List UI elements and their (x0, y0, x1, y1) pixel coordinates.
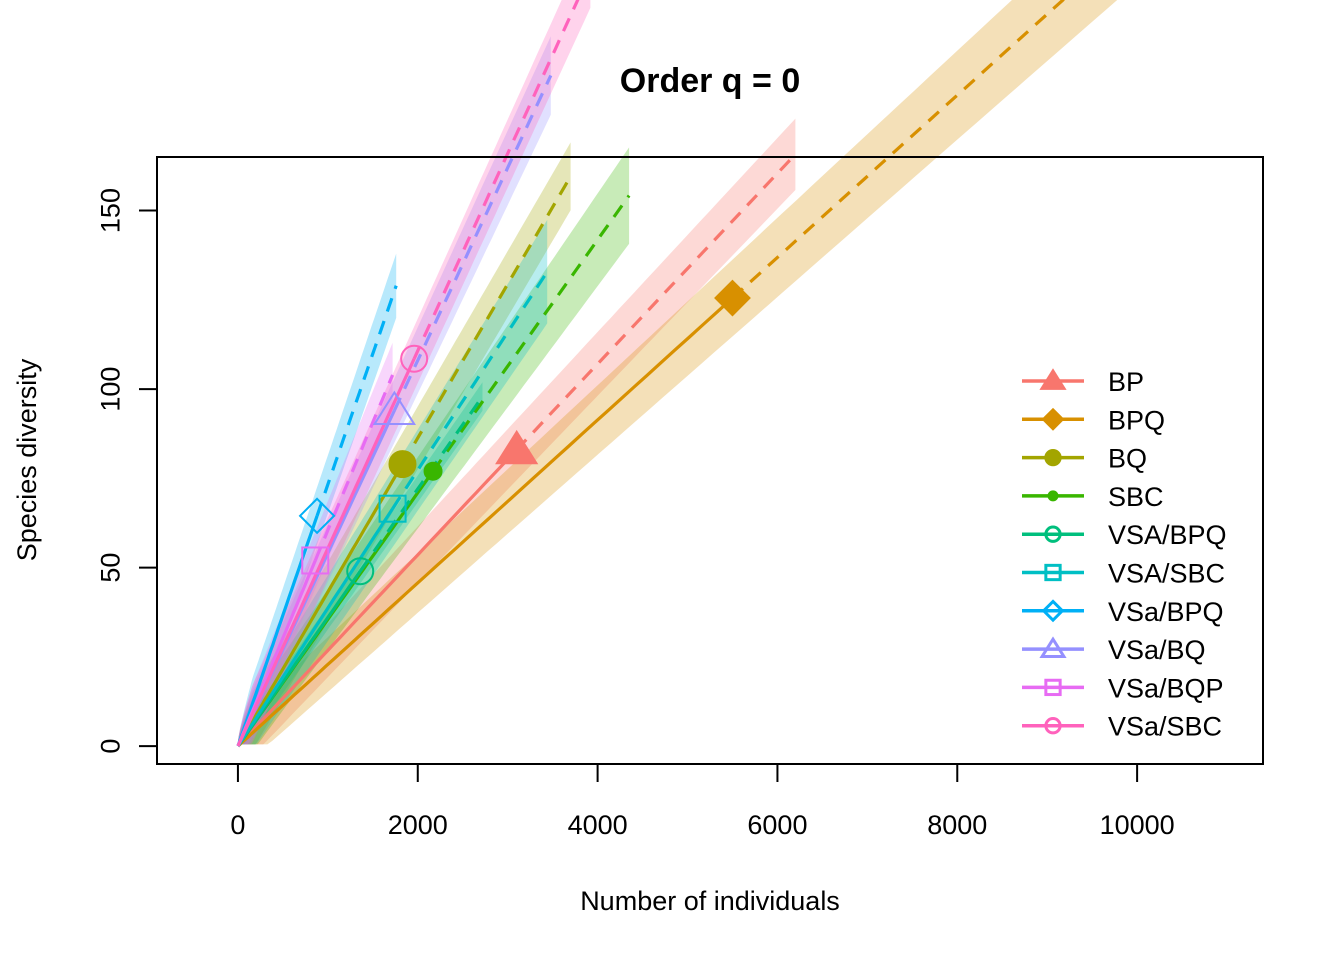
line-extrapolated-vsa-bq (392, 74, 553, 412)
legend-marker (1039, 368, 1067, 390)
x-tick-label: 6000 (747, 810, 807, 840)
line-extrapolated-bp (515, 153, 797, 451)
line-extrapolated-bq (401, 175, 572, 465)
legend-marker (1041, 599, 1065, 623)
band-bq (238, 142, 571, 745)
line-extrapolated-vsa-bpq (315, 285, 398, 517)
point-vsa-bq (372, 390, 416, 426)
legend-label: VSa/BQ (1108, 635, 1206, 665)
legend-label: BP (1108, 367, 1144, 397)
legend-marker (1044, 678, 1062, 697)
legend: BP BPQ BQ SBC VSA/BPQ VSA/SBC VSa/BPQ VSa/BQ VSa… (1022, 367, 1227, 742)
legend-label: VSA/BPQ (1108, 520, 1227, 550)
x-tick-label: 10000 (1100, 810, 1175, 840)
legend-marker (1044, 563, 1062, 582)
legend-label: BPQ (1108, 405, 1165, 435)
observed-points (298, 279, 751, 586)
x-axis: 0 2000 4000 6000 8000 10000 (230, 763, 1175, 840)
point-sbc (423, 461, 443, 481)
band-bpq (238, 0, 1118, 745)
legend-item-bpq: BPQ (1022, 405, 1165, 435)
legend-item-sbc: SBC (1022, 482, 1164, 512)
line-interpolated-vsa-sbc (236, 507, 394, 748)
y-axis-label: Species diversity (12, 358, 42, 561)
legend-item-vsa-bqp: VSa/BQP (1022, 673, 1224, 703)
legend-marker (1041, 407, 1065, 431)
x-tick-label: 8000 (927, 810, 987, 840)
line-interpolated-bpq (236, 296, 734, 748)
legend-item-vsa-bpq: VSA/BPQ (1022, 520, 1227, 550)
point-bpq (714, 279, 751, 317)
legend-item-bq: BQ (1022, 444, 1147, 474)
point-bp (495, 429, 539, 465)
x-axis-label: Number of individuals (580, 886, 840, 916)
legend-item-vsa-sbc: VSa/SBC (1022, 712, 1222, 742)
legend-marker (1044, 448, 1062, 467)
line-interpolated-vsa-sbc (236, 358, 416, 747)
y-tick-label: 100 (95, 367, 125, 412)
legend-marker (1044, 525, 1062, 543)
x-tick-label: 2000 (388, 810, 448, 840)
x-tick-label: 4000 (568, 810, 628, 840)
confidence-bands (238, 0, 1118, 745)
line-extrapolated-vsa-bpq (358, 395, 484, 573)
line-extrapolated-sbc (431, 194, 631, 473)
legend-label: VSa/BPQ (1108, 597, 1224, 627)
point-vsa-bpq (298, 497, 336, 535)
legend-label: VSa/SBC (1108, 712, 1222, 742)
y-axis: 0 50 100 150 (95, 188, 158, 754)
legend-item-vsa-bpq: VSa/BPQ (1022, 597, 1224, 627)
legend-marker (1039, 636, 1067, 659)
legend-marker (1044, 717, 1062, 735)
point-vsa-bqp (301, 546, 330, 575)
point-vsa-bpq (346, 557, 375, 586)
legend-item-bp: BP (1022, 367, 1144, 397)
legend-item-vsa-sbc: VSA/SBC (1022, 559, 1225, 589)
y-tick-label: 0 (95, 739, 125, 754)
line-extrapolated-vsa-bqp (313, 374, 395, 562)
legend-marker (1047, 490, 1059, 502)
band-vsa-bqp (238, 342, 393, 745)
legend-item-vsa-bq: VSa/BQ (1022, 635, 1206, 665)
y-tick-label: 150 (95, 188, 125, 233)
x-tick-label: 0 (230, 810, 245, 840)
legend-label: VSA/SBC (1108, 559, 1225, 589)
y-tick-label: 50 (95, 553, 125, 583)
point-bq (388, 450, 417, 479)
legend-label: SBC (1108, 482, 1164, 512)
legend-label: BQ (1108, 444, 1147, 474)
legend-label: VSa/BQP (1108, 673, 1224, 703)
series-lines (236, 0, 1066, 748)
point-vsa-sbc (378, 494, 407, 523)
band-vsa-bq (238, 36, 551, 745)
point-vsa-sbc (400, 344, 429, 373)
chart-title: Order q = 0 (620, 62, 800, 100)
